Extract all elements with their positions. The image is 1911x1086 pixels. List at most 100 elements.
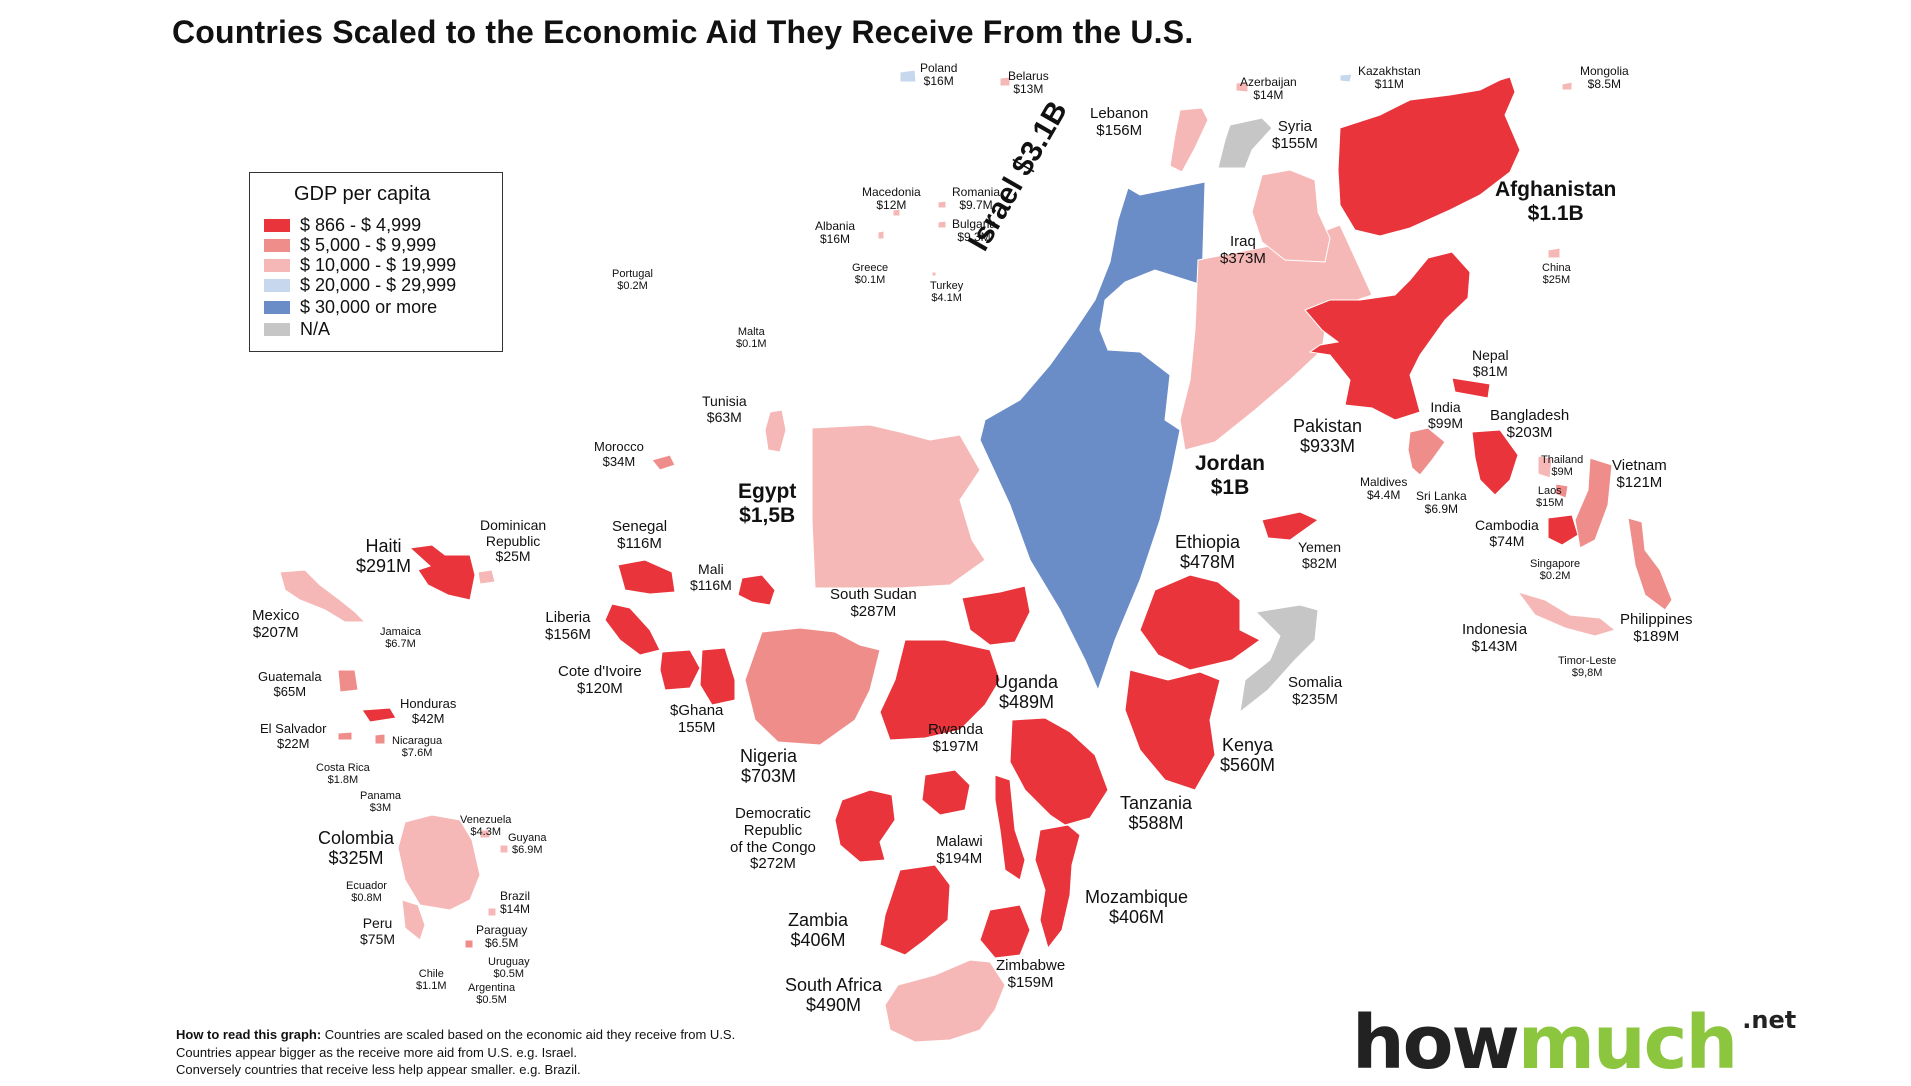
shape-tanzania	[1009, 717, 1109, 826]
label-chile: Chile $1.1M	[416, 968, 447, 993]
shape-egypt	[811, 424, 986, 589]
label-kenya: Kenya $560M	[1220, 735, 1276, 776]
label-venezuela: Venezuela $4.3M	[460, 814, 512, 839]
label-syria: Syria $155M	[1272, 118, 1318, 152]
shape-ghana	[699, 647, 736, 706]
legend: GDP per capita $ 866 - $ 4,999 $ 5,000 -…	[249, 172, 503, 352]
how-to-read-note: How to read this graph: Countries are sc…	[176, 1026, 735, 1079]
label-zambia: Zambia $406M	[788, 910, 849, 951]
shape-mongolia	[1561, 81, 1573, 91]
legend-swatch	[264, 238, 290, 252]
label-drc: Democratic Republic of the Congo $272M	[730, 805, 816, 873]
legend-swatch	[264, 278, 290, 292]
shape-peru	[401, 899, 426, 941]
legend-label: $ 20,000 - $ 29,999	[300, 274, 457, 295]
shape-turkey	[931, 271, 937, 277]
legend-item: $ 20,000 - $ 29,999	[264, 275, 456, 295]
shape-south-africa	[884, 959, 1006, 1043]
shape-bangladesh	[1471, 429, 1519, 496]
shape-pakistan	[1304, 251, 1471, 421]
shape-morocco	[651, 454, 676, 471]
page-title: Countries Scaled to the Economic Aid The…	[172, 14, 1194, 50]
shape-mexico	[279, 569, 367, 623]
label-tanzania: Tanzania $588M	[1120, 793, 1193, 834]
legend-item: N/A	[264, 319, 330, 339]
shape-guyana	[499, 844, 509, 854]
label-yemen: Yemen $82M	[1298, 539, 1342, 571]
shape-honduras	[361, 707, 397, 723]
legend-label: N/A	[300, 318, 331, 339]
label-lebanon: Lebanon $156M	[1090, 105, 1149, 139]
label-ghana: $Ghana 155M	[670, 702, 724, 736]
label-brazil: Brazil $14M	[500, 889, 531, 917]
label-mali: Mali $116M	[690, 561, 732, 593]
label-senegal: Senegal $116M	[612, 518, 668, 552]
label-poland: Poland $16M	[920, 61, 958, 89]
label-guyana: Guyana $6.9M	[508, 832, 547, 857]
label-maldives: Maldives $4.4M	[1360, 475, 1408, 503]
shape-colombia	[397, 814, 481, 911]
shape-yemen	[1261, 511, 1320, 541]
label-nigeria: Nigeria $703M	[740, 746, 798, 787]
shape-haiti	[408, 544, 476, 601]
legend-label: $ 866 - $ 4,999	[300, 214, 422, 235]
label-south-sudan: South Sudan $287M	[830, 586, 917, 620]
label-tunisia: Tunisia $63M	[702, 393, 747, 425]
shape-nepal	[1451, 377, 1491, 399]
shape-israel	[979, 181, 1206, 692]
label-timor: Timor-Leste $9,8M	[1558, 655, 1617, 680]
label-peru: Peru $75M	[360, 915, 396, 947]
note-heading: How to read this graph:	[176, 1027, 322, 1042]
shape-liberia	[604, 603, 661, 656]
shape-jordan	[1179, 224, 1373, 451]
label-pakistan: Pakistan $933M	[1293, 416, 1363, 457]
label-uganda: Uganda $489M	[995, 672, 1059, 713]
shape-nigeria	[744, 627, 881, 746]
legend-swatch	[264, 300, 290, 314]
legend-swatch	[264, 322, 290, 336]
label-cambodia: Cambodia $74M	[1475, 517, 1539, 549]
label-mongolia: Mongolia $8.5M	[1580, 64, 1629, 92]
shape-azerbaijan	[1235, 81, 1249, 93]
shape-laos	[1554, 483, 1569, 499]
shape-iraq	[1251, 169, 1331, 263]
shape-el-salvador	[337, 731, 353, 741]
label-haiti: Haiti $291M	[356, 536, 412, 577]
label-singapore: Singapore $0.2M	[1530, 558, 1581, 583]
shape-cote	[659, 649, 701, 691]
label-south-africa: South Africa $490M	[785, 975, 883, 1016]
label-azerbaijan: Azerbaijan $14M	[1240, 75, 1297, 103]
legend-item: $ 10,000 - $ 19,999	[264, 255, 456, 275]
legend-item: $ 30,000 or more	[264, 297, 437, 317]
label-indonesia: Indonesia $143M	[1462, 621, 1528, 655]
shape-uganda	[879, 639, 1001, 741]
label-vietnam: Vietnam $121M	[1612, 457, 1667, 491]
shape-india	[1407, 427, 1446, 476]
shape-kenya	[1124, 669, 1221, 791]
label-greece: Greece $0.1M	[852, 262, 889, 287]
shape-poland	[899, 69, 917, 83]
shape-nicaragua	[374, 733, 386, 745]
label-mexico: Mexico $207M	[252, 607, 300, 641]
shape-indonesia	[1516, 591, 1617, 637]
shape-south-sudan	[961, 585, 1031, 646]
shape-afghanistan	[1337, 76, 1521, 237]
shape-vietnam	[1574, 457, 1613, 549]
label-colombia: Colombia $325M	[318, 828, 395, 869]
shape-drc	[834, 789, 896, 863]
shape-kazakhstan	[1339, 73, 1353, 83]
label-zimbabwe: Zimbabwe $159M	[996, 957, 1066, 991]
label-china: China $25M	[1542, 262, 1571, 287]
label-cote: Cote d'Ivoire $120M	[558, 663, 642, 697]
shape-china	[1547, 247, 1561, 259]
label-jordan: Jordan $1B	[1195, 452, 1266, 499]
label-nicaragua: Nicaragua $7.6M	[392, 735, 443, 760]
shape-cambodia	[1547, 514, 1579, 546]
label-laos: Laos $15M	[1536, 485, 1564, 510]
shape-guatemala	[337, 669, 359, 693]
shape-philippines	[1627, 517, 1673, 611]
label-afghanistan: Afghanistan $1.1B	[1495, 178, 1617, 225]
shape-belarus	[999, 76, 1011, 87]
shape-rwanda	[921, 769, 971, 816]
